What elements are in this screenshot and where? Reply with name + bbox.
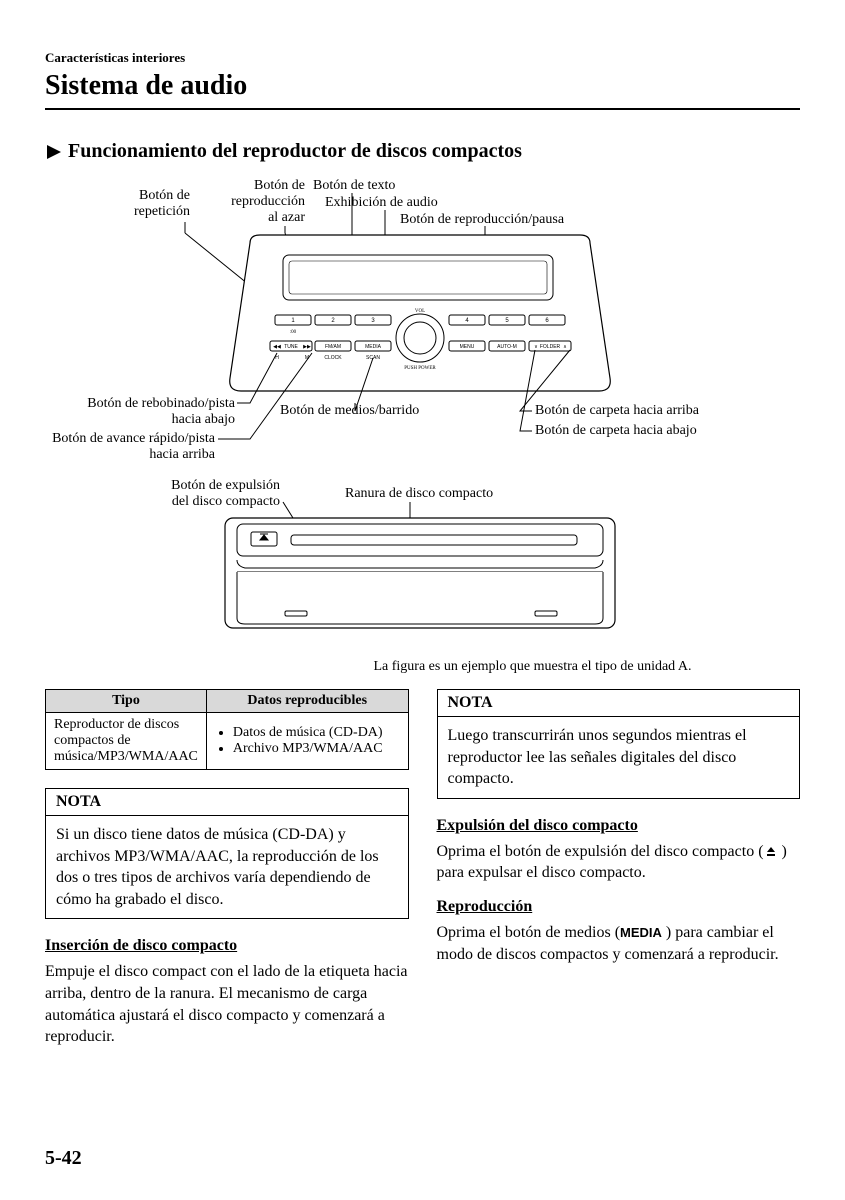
nota2-body: Luego transcurrirán unos segundos mientr… (438, 717, 800, 798)
svg-text:∨: ∨ (534, 344, 538, 350)
nota1-body: Si un disco tiene datos de música (CD-DA… (46, 816, 408, 918)
svg-text:SCAN: SCAN (366, 355, 380, 361)
nota-box-2: NOTA Luego transcurrirán unos segundos m… (437, 689, 801, 799)
eject-icon (764, 845, 778, 857)
play-body-1: Oprima el botón de medios ( (437, 924, 621, 941)
nota-box-1: NOTA Si un disco tiene datos de música (… (45, 788, 409, 919)
title-rule (45, 108, 800, 110)
label-fast-forward: Botón de avance rápido/pista hacia arrib… (25, 431, 215, 463)
columns: Tipo Datos reproducibles Reproductor de … (45, 689, 800, 1048)
subsection-title: Funcionamiento del reproductor de discos… (45, 140, 800, 163)
cd-slot-svg (65, 478, 785, 653)
eject-title: Expulsión del disco compacto (437, 817, 801, 835)
label-folder-up: Botón de carpeta hacia arriba (535, 403, 699, 419)
left-column: Tipo Datos reproducibles Reproductor de … (45, 689, 409, 1048)
svg-text:PUSH POWER: PUSH POWER (404, 366, 436, 371)
td-tipo: Reproductor de discos compactos de músic… (46, 713, 207, 770)
nota2-title: NOTA (438, 690, 800, 717)
label-rewind: Botón de rebobinado/pista hacia abajo (45, 396, 235, 428)
svg-text::00: :00 (290, 330, 297, 335)
subsection-text: Funcionamiento del reproductor de discos… (68, 140, 522, 162)
data-table: Tipo Datos reproducibles Reproductor de … (45, 689, 409, 770)
eject-body: Oprima el botón de expulsión del disco c… (437, 841, 801, 884)
svg-text:◀◀: ◀◀ (273, 344, 281, 350)
svg-text:MEDIA: MEDIA (365, 344, 382, 350)
radio-unit-svg: VOL PUSH POWER 1 2 3 4 5 6 :00 ◀◀TUNE▶▶ … (215, 233, 625, 393)
td-datos: Datos de música (CD-DA) Archivo MP3/WMA/… (206, 713, 408, 770)
svg-text:CLOCK: CLOCK (324, 355, 342, 361)
svg-text:∧: ∧ (563, 344, 567, 350)
bullet-cdda: Datos de música (CD-DA) (233, 725, 400, 741)
play-title: Reproducción (437, 898, 801, 916)
play-body: Oprima el botón de medios (MEDIA ) para … (437, 922, 801, 965)
triangle-icon (45, 143, 63, 161)
page-number: 5-42 (45, 1147, 82, 1170)
svg-text:VOL: VOL (415, 309, 425, 314)
svg-text:AUTO-M: AUTO-M (497, 344, 517, 350)
radio-diagram: Botón de repetición Botón de reproducció… (65, 178, 785, 478)
nota1-title: NOTA (46, 789, 408, 816)
right-column: NOTA Luego transcurrirán unos segundos m… (437, 689, 801, 1048)
media-label: MEDIA (620, 925, 662, 940)
svg-text:MENU: MENU (460, 344, 475, 350)
svg-text:H: H (275, 355, 279, 361)
th-datos: Datos reproducibles (206, 690, 408, 713)
bullet-mp3: Archivo MP3/WMA/AAC (233, 741, 400, 757)
svg-text:FOLDER: FOLDER (540, 344, 561, 350)
insert-title: Inserción de disco compacto (45, 937, 409, 955)
svg-text:▶▶: ▶▶ (303, 344, 311, 350)
th-tipo: Tipo (46, 690, 207, 713)
svg-text:M: M (305, 355, 309, 361)
svg-text:TUNE: TUNE (284, 344, 298, 350)
figure-caption: La figura es un ejemplo que muestra el t… (265, 659, 800, 675)
svg-text:FM/AM: FM/AM (325, 344, 341, 350)
insert-body: Empuje el disco compact con el lado de l… (45, 961, 409, 1047)
label-folder-down: Botón de carpeta hacia abajo (535, 423, 697, 439)
header-category: Características interiores (45, 50, 800, 66)
label-media-scan: Botón de medios/barrido (280, 403, 419, 419)
cd-slot-diagram: Botón de expulsión del disco compacto Ra… (65, 478, 785, 653)
page-title: Sistema de audio (45, 70, 800, 102)
eject-body-1: Oprima el botón de expulsión del disco c… (437, 843, 764, 860)
